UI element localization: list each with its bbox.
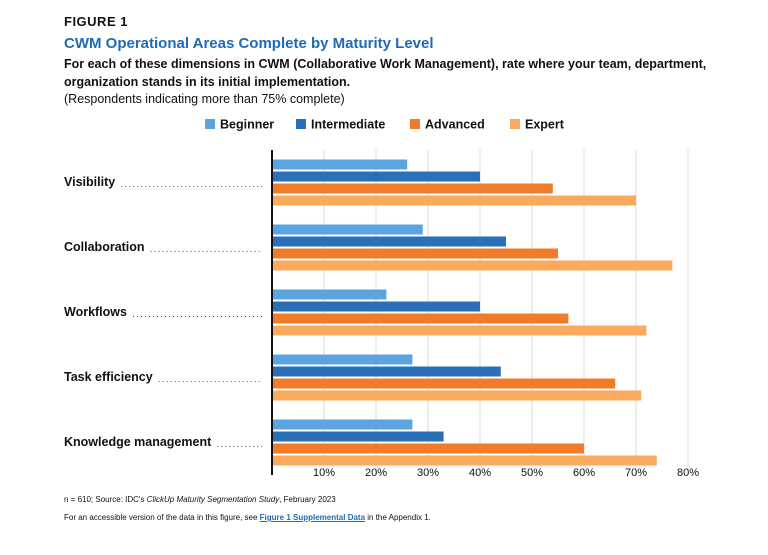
x-tick-label: 80% [677, 467, 699, 479]
category-label: Workflows [64, 305, 127, 319]
bar [272, 390, 642, 401]
legend-label: Advanced [425, 117, 485, 131]
bar [272, 354, 413, 365]
bar [272, 183, 553, 194]
source-text: , February 2023 [279, 495, 336, 504]
legend-label: Beginner [220, 117, 274, 131]
legend-swatch [296, 119, 306, 129]
bar [272, 260, 673, 271]
legend-swatch [205, 119, 215, 129]
legend-swatch [410, 119, 420, 129]
bar [272, 378, 616, 389]
source-text: n = 610; Source: IDC's [64, 495, 147, 504]
legend-label: Intermediate [311, 117, 385, 131]
category-label: Visibility [64, 175, 115, 189]
note-text: in the Appendix 1. [365, 513, 431, 522]
bar [272, 224, 423, 235]
figure-label: FIGURE 1 [64, 14, 128, 29]
chart-subtitle: For each of these dimensions in CWM (Col… [64, 57, 707, 89]
bar [272, 289, 387, 300]
x-tick-label: 40% [469, 467, 491, 479]
x-tick-label: 50% [521, 467, 543, 479]
chart-title: CWM Operational Areas Complete by Maturi… [64, 35, 434, 52]
legend-swatch [510, 119, 520, 129]
bar [272, 171, 480, 182]
chart: Beginner Intermediate Advanced Expert 10% 20%… [64, 117, 699, 479]
x-tick-label: 30% [417, 467, 439, 479]
bar [272, 313, 569, 324]
bar [272, 455, 657, 466]
bar [272, 366, 501, 377]
source-study: ClickUp Maturity Segmentation Study [146, 495, 280, 504]
chart-note: (Respondents indicating more than 75% co… [64, 92, 345, 106]
legend-label: Expert [525, 117, 565, 131]
bar [272, 248, 558, 259]
bar [272, 431, 444, 442]
bar [272, 159, 408, 170]
x-tick-label: 70% [625, 467, 647, 479]
x-tick-label: 20% [365, 467, 387, 479]
bar [272, 419, 413, 430]
x-tick-label: 10% [313, 467, 335, 479]
bar [272, 236, 506, 247]
bar [272, 443, 584, 454]
bar [272, 301, 480, 312]
category-label: Knowledge management [64, 435, 212, 449]
category-label: Collaboration [64, 240, 145, 254]
x-tick-label: 60% [573, 467, 595, 479]
note-text: For an accessible version of the data in… [64, 513, 260, 522]
supplemental-link[interactable]: Figure 1 Supplemental Data [259, 513, 366, 522]
bar [272, 195, 636, 206]
bar [272, 325, 647, 336]
source-note: n = 610; Source: IDC's ClickUp Maturity … [64, 495, 336, 504]
accessibility-note: For an accessible version of the data in… [64, 513, 431, 522]
category-label: Task efficiency [64, 370, 153, 384]
